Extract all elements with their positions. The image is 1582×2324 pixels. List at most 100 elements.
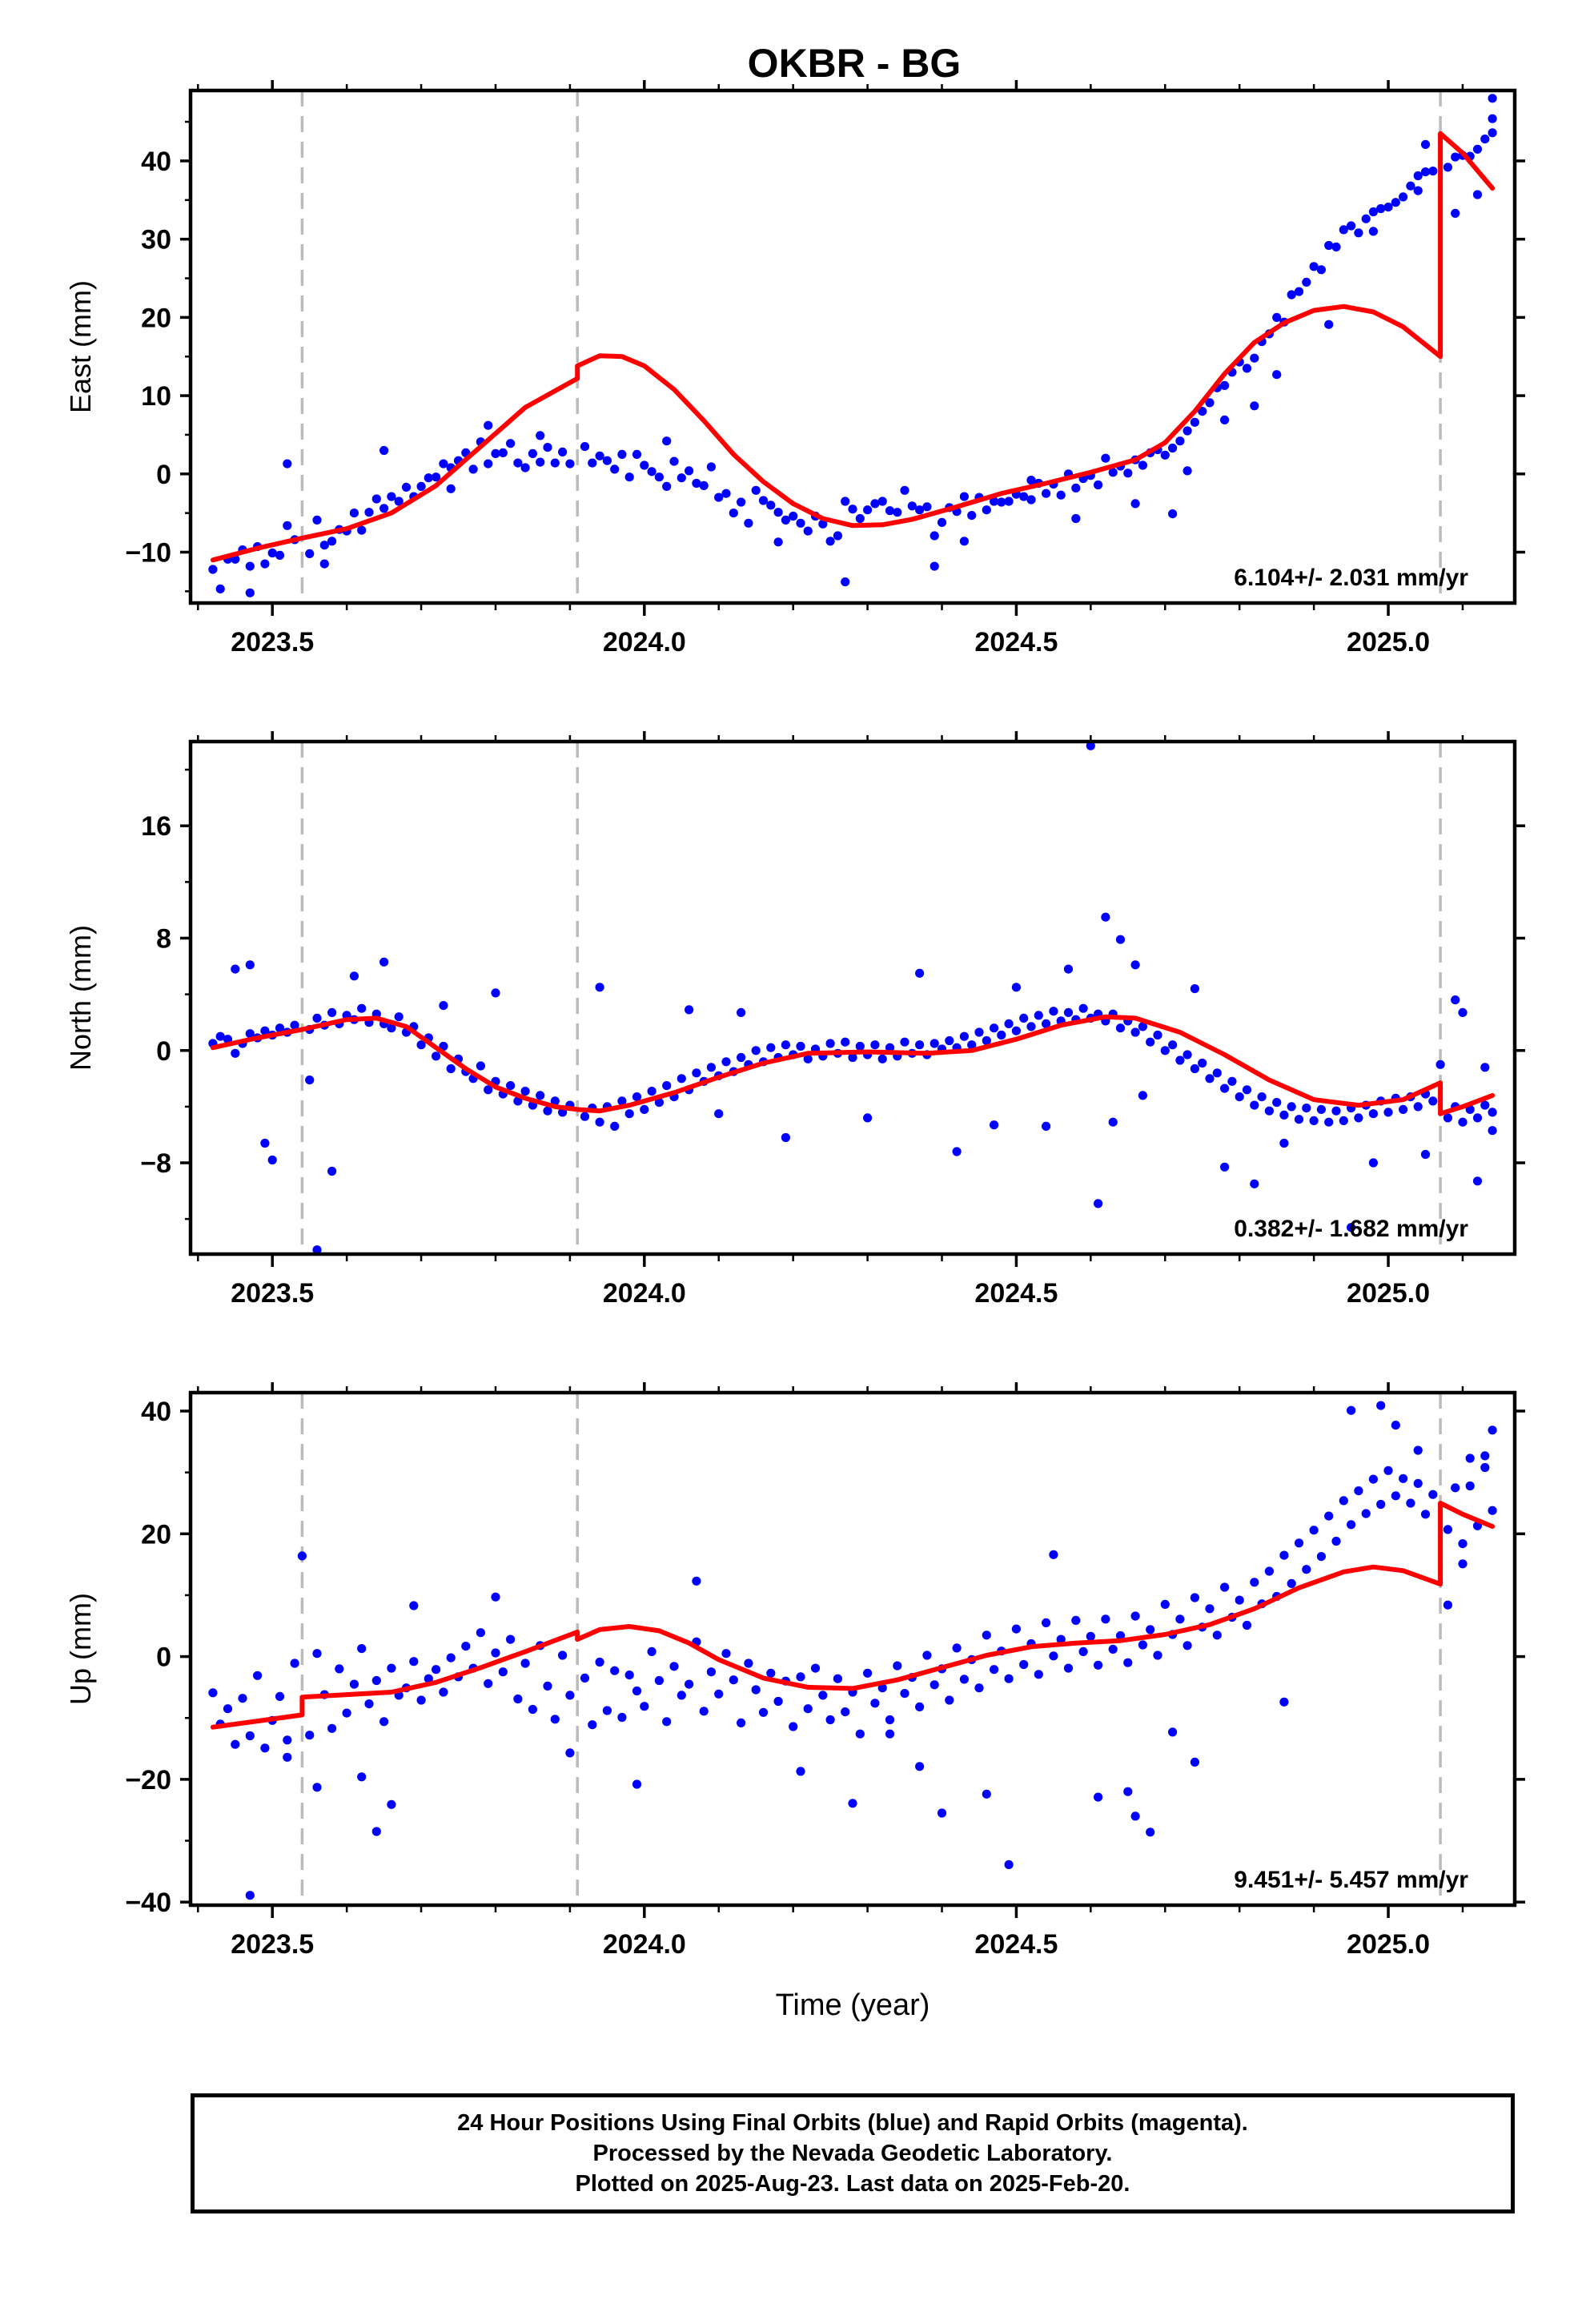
data-point	[379, 957, 389, 967]
data-points	[208, 742, 1497, 1254]
data-point	[1472, 1176, 1483, 1186]
data-point	[930, 1680, 939, 1690]
data-point	[1182, 426, 1192, 436]
data-point	[1279, 1138, 1289, 1148]
data-point	[803, 526, 813, 536]
data-point	[275, 1691, 285, 1701]
data-point	[863, 1113, 873, 1123]
data-point	[654, 472, 665, 482]
data-point	[990, 1023, 999, 1033]
data-point	[283, 521, 292, 530]
data-point	[319, 541, 329, 550]
data-point	[245, 588, 255, 597]
data-point	[468, 464, 478, 474]
data-point	[669, 1662, 679, 1671]
data-point	[208, 565, 218, 574]
data-point	[833, 531, 842, 541]
data-point	[432, 1665, 441, 1675]
data-point	[677, 1691, 686, 1700]
data-point	[416, 1695, 426, 1705]
data-point	[1004, 1860, 1014, 1869]
data-point	[1146, 1827, 1155, 1837]
y-tick-label: −40	[125, 1888, 171, 1918]
data-point	[848, 1799, 857, 1808]
data-point	[930, 531, 939, 541]
data-point	[1420, 167, 1431, 177]
data-point	[1123, 1787, 1133, 1796]
data-point	[364, 1699, 374, 1709]
data-point	[1257, 1092, 1267, 1102]
data-point	[1331, 1536, 1341, 1546]
data-point	[1153, 1030, 1162, 1040]
data-point	[959, 1675, 969, 1684]
model-segment-4	[1438, 1501, 1496, 1530]
data-point	[855, 513, 865, 524]
data-point	[1264, 1566, 1274, 1576]
data-point	[208, 1688, 218, 1698]
data-point	[1115, 1023, 1126, 1033]
data-point	[260, 1743, 270, 1753]
data-point	[312, 1245, 322, 1254]
data-point	[1026, 495, 1036, 505]
data-point	[766, 501, 776, 510]
data-point	[803, 1054, 813, 1063]
data-point	[781, 1132, 791, 1143]
data-point	[357, 1644, 367, 1654]
data-point	[1488, 1425, 1497, 1435]
data-point	[640, 1702, 649, 1711]
data-point	[1063, 1663, 1074, 1673]
data-point	[231, 1739, 240, 1749]
data-point	[305, 1076, 315, 1085]
data-point	[632, 1686, 642, 1696]
data-point	[721, 1649, 731, 1659]
data-point	[1049, 1651, 1058, 1661]
data-point	[877, 497, 887, 506]
data-point	[409, 1657, 419, 1667]
y-tick-label: −10	[125, 537, 171, 568]
data-point	[1488, 94, 1497, 103]
data-point	[595, 1117, 604, 1127]
data-point	[416, 481, 426, 492]
data-point	[602, 1706, 612, 1715]
data-point	[796, 518, 805, 528]
model-segment-1	[210, 1014, 1443, 1114]
data-point	[245, 960, 255, 970]
model-segment-3	[575, 1564, 1443, 1691]
model-segment-2	[1438, 1092, 1496, 1116]
data-point	[1324, 1511, 1334, 1521]
data-point	[275, 550, 285, 561]
data-point	[1153, 1651, 1162, 1660]
data-point	[1420, 139, 1431, 149]
data-point	[1272, 370, 1282, 380]
data-point	[245, 561, 255, 571]
data-point	[1264, 1106, 1274, 1116]
data-point	[1198, 406, 1207, 416]
data-point	[1063, 964, 1074, 974]
data-point	[1480, 1100, 1490, 1110]
data-point	[223, 1704, 233, 1714]
data-point	[952, 1147, 962, 1156]
data-point	[1383, 203, 1393, 212]
data-point	[253, 1671, 263, 1680]
data-point	[1242, 364, 1252, 373]
data-point	[379, 1717, 389, 1727]
data-point	[506, 439, 516, 448]
data-point	[305, 549, 315, 559]
data-point	[1391, 198, 1400, 207]
y-tick-label: 40	[141, 147, 171, 177]
data-point	[1175, 436, 1185, 446]
data-point	[885, 1729, 895, 1739]
data-point	[1347, 221, 1356, 231]
data-point	[1480, 135, 1490, 144]
data-point	[1108, 468, 1118, 477]
data-point	[1049, 1550, 1058, 1559]
data-point	[1130, 1611, 1140, 1621]
x-tick-label: 2023.5	[231, 1929, 314, 1960]
data-point	[685, 466, 694, 476]
data-point	[1019, 1013, 1029, 1023]
data-point	[841, 577, 850, 587]
data-point	[1101, 912, 1110, 922]
model-segment-2	[575, 304, 1443, 529]
data-point	[1368, 227, 1378, 236]
data-points	[208, 94, 1497, 597]
